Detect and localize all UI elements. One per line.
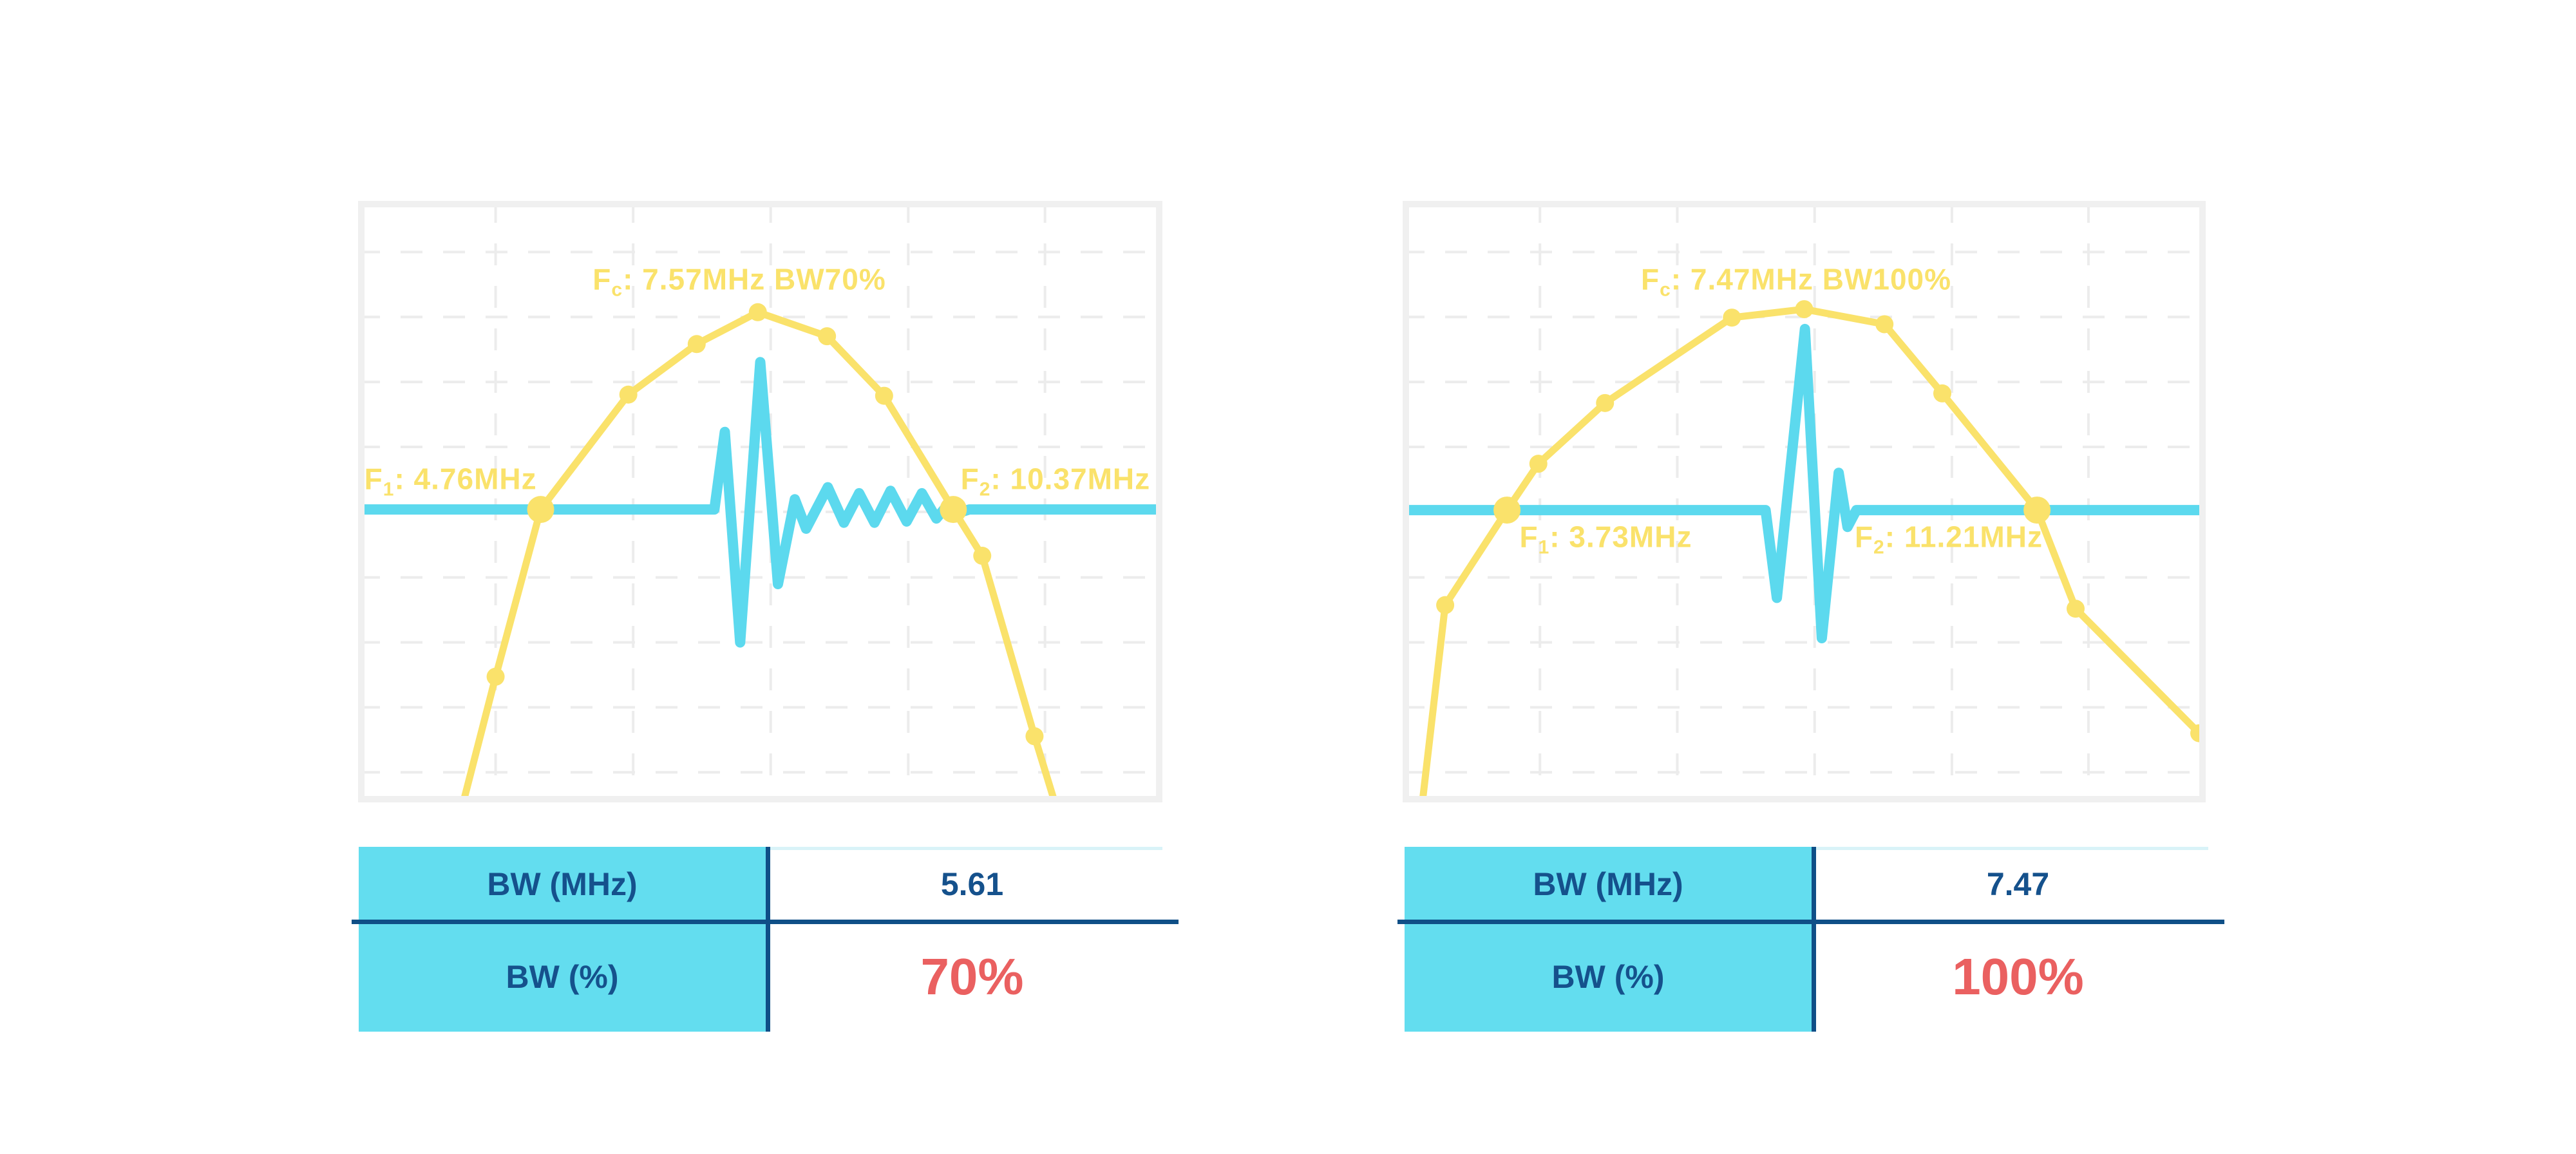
right-pulse-spectrum-chart <box>1403 201 2206 802</box>
f1-label-text: : 3.73MHz <box>1549 520 1692 554</box>
f2-label-prefix: F <box>960 462 980 496</box>
table-vertical-divider <box>766 847 770 1032</box>
data-point-marker <box>973 547 992 565</box>
bw-pct-header-cell: BW (%) <box>1405 922 1812 1032</box>
center-frequency-annotation: Fc: 7.57MHz BW70% <box>592 262 886 301</box>
f1-label-prefix: F <box>364 462 383 496</box>
data-point-marker <box>486 667 505 686</box>
f2-label-subscript: 2 <box>979 478 991 500</box>
f1-frequency-annotation: F1: 3.73MHz <box>1520 520 1692 559</box>
table-row-bw-pct: BW (%) 100% <box>1405 922 2224 1032</box>
f1-label-subscript: 1 <box>383 478 395 500</box>
bandwidth-edge-marker <box>527 496 554 524</box>
bw-pct-header-cell: BW (%) <box>359 922 766 1032</box>
bw-mhz-value-cell: 5.61 <box>940 866 1004 902</box>
table-top-divider <box>766 847 1162 850</box>
bw-pct-value-cell: 100% <box>1952 947 2084 1005</box>
right-bandwidth-table: BW (MHz) 7.47 BW (%) 100% <box>1397 847 2224 1032</box>
f2-frequency-annotation: F2: 11.21MHz <box>1855 520 2043 559</box>
f1-label-prefix: F <box>1519 520 1539 554</box>
data-point-marker <box>1933 384 1951 402</box>
table-vertical-divider <box>1812 847 1816 1032</box>
f2-label-text: : 10.37MHz <box>990 462 1151 496</box>
bw-mhz-header-cell: BW (MHz) <box>1405 847 1812 922</box>
table-row-bw-pct: BW (%) 70% <box>359 922 1179 1032</box>
fc-label-prefix: F <box>592 262 612 296</box>
table-row-bw-mhz: BW (MHz) 5.61 <box>359 847 1179 922</box>
f2-frequency-annotation: F2: 10.37MHz <box>961 462 1151 501</box>
bw-pct-value-cell: 70% <box>920 947 1024 1005</box>
f2-label-text: : 11.21MHz <box>1884 520 2043 554</box>
bandwidth-edge-marker <box>940 496 967 524</box>
f1-frequency-annotation: F1: 4.76MHz <box>365 462 537 501</box>
left-bandwidth-table: BW (MHz) 5.61 BW (%) 70% <box>352 847 1179 1032</box>
bandwidth-edge-marker <box>2023 497 2051 524</box>
pulse-curve <box>358 357 1162 648</box>
left-pulse-spectrum-chart <box>358 201 1162 802</box>
data-point-marker <box>1723 308 1741 327</box>
spectrum-curve <box>1419 305 2203 802</box>
table-top-divider <box>1812 847 2208 850</box>
table-row-bw-mhz: BW (MHz) 7.47 <box>1405 847 2224 922</box>
data-point-marker <box>1875 315 1894 334</box>
fc-label-prefix: F <box>1641 262 1660 296</box>
f1-label-text: : 4.76MHz <box>394 462 537 496</box>
fc-label-subscript: c <box>1660 279 1671 301</box>
data-point-marker <box>818 327 837 346</box>
right-chart-panel: Fc: 7.47MHz BW100% F1: 3.73MHz F2: 11.21… <box>1403 201 2206 802</box>
pulse-curve <box>1403 323 2206 643</box>
data-point-marker <box>748 303 767 321</box>
bw-mhz-header-cell: BW (MHz) <box>359 847 766 922</box>
fc-label-subscript: c <box>611 279 623 301</box>
bw-mhz-value-cell: 7.47 <box>1986 866 2050 902</box>
table-horizontal-divider <box>352 920 1179 924</box>
spectrum-curve <box>459 308 1059 802</box>
chart-frame <box>1403 201 2206 802</box>
f2-label-prefix: F <box>1854 520 1874 554</box>
f1-label-subscript: 1 <box>1538 536 1550 558</box>
fc-label-text: : 7.57MHz BW70% <box>623 262 886 296</box>
fc-label-text: : 7.47MHz BW100% <box>1671 262 1952 296</box>
center-frequency-annotation: Fc: 7.47MHz BW100% <box>1641 262 1951 301</box>
data-point-marker <box>687 335 706 354</box>
data-point-marker <box>2066 600 2085 618</box>
data-point-marker <box>1529 455 1548 473</box>
data-point-marker <box>1025 727 1044 746</box>
data-point-marker <box>1436 596 1455 614</box>
chart-frame <box>358 201 1162 802</box>
data-point-marker <box>1795 300 1814 319</box>
bandwidth-edge-marker <box>1493 497 1521 524</box>
table-horizontal-divider <box>1397 920 2224 924</box>
f2-label-subscript: 2 <box>1873 536 1885 558</box>
data-point-marker <box>1596 393 1615 412</box>
data-point-marker <box>619 385 638 404</box>
data-point-marker <box>875 386 893 405</box>
left-chart-panel: Fc: 7.57MHz BW70% F1: 4.76MHz F2: 10.37M… <box>358 201 1162 802</box>
